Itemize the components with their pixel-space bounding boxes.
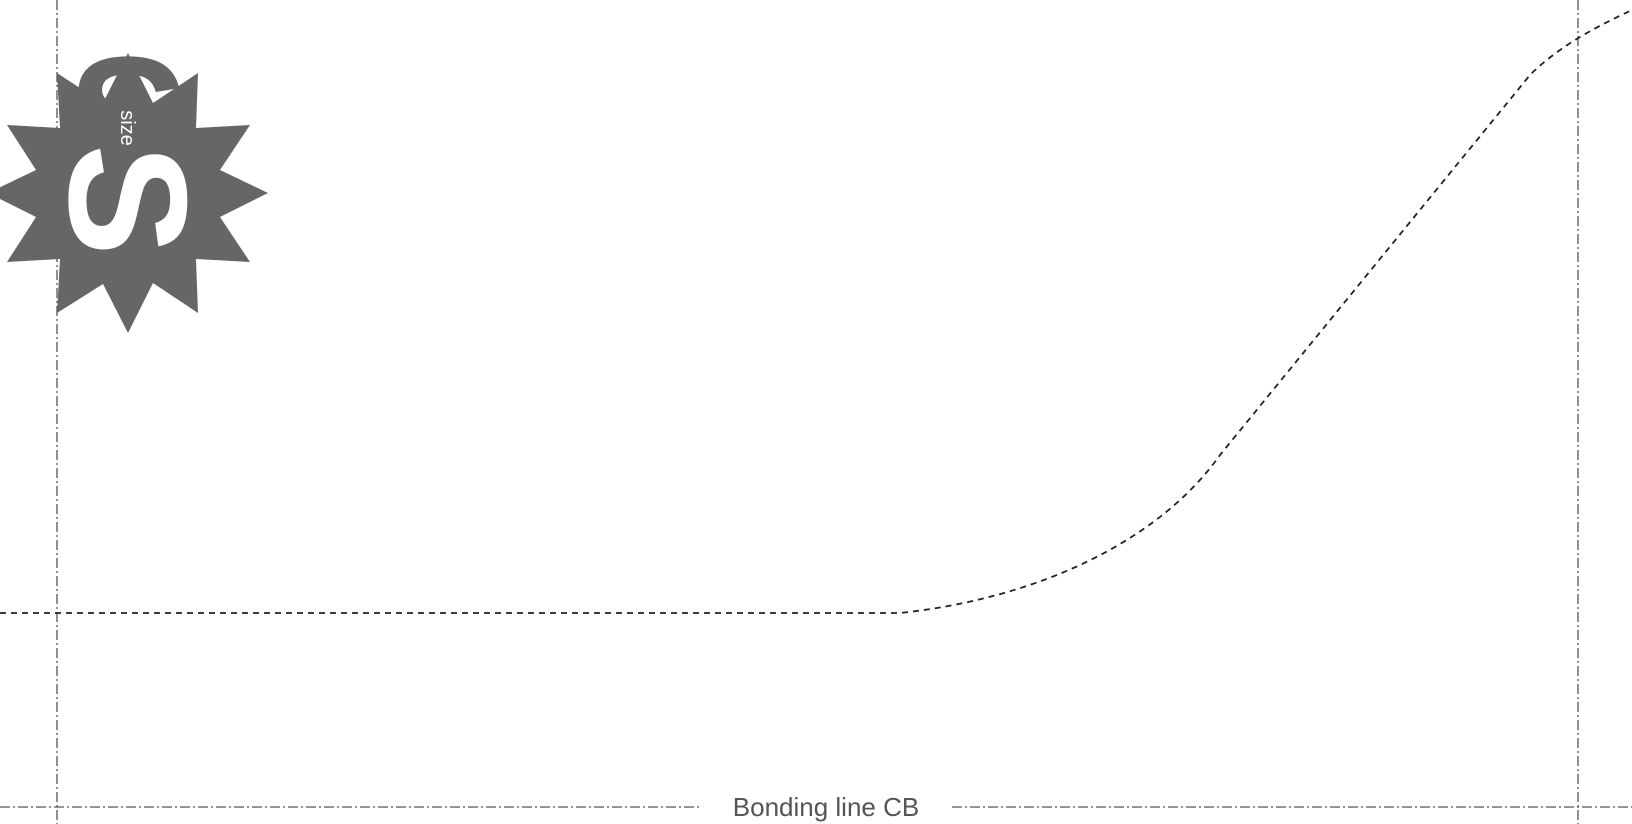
size-badge-letter: S [34,144,222,256]
size-badge-word: size [116,110,138,146]
size-badge-starburst [0,53,268,333]
bonding-line-label: Bonding line CB [733,792,919,822]
size-badge: size S [0,53,268,333]
cut-line-curve [0,9,1632,614]
